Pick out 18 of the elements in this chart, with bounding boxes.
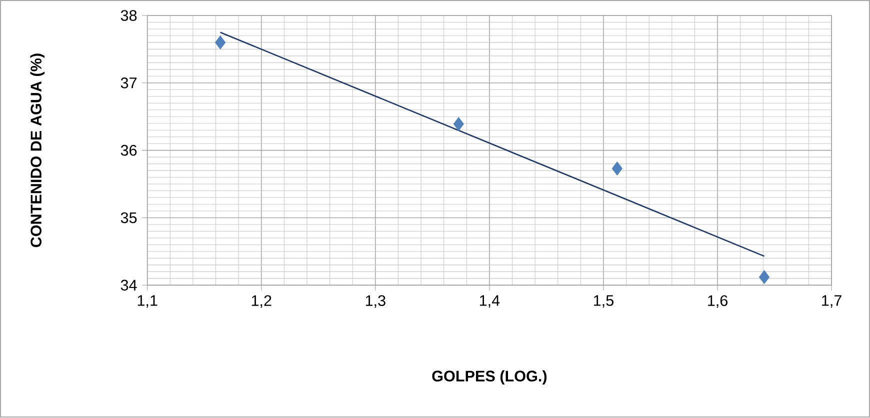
y-tick-label: 35 [120,212,137,224]
x-tick-label: 1,2 [252,295,272,308]
point [453,117,464,132]
y-axis-title: CONTENIDO DE AGUA (%) [30,54,45,248]
x-tick-label: 1,4 [480,295,500,308]
x-axis-title: GOLPES (LOG.) [432,370,547,385]
y-tick-label: 38 [120,10,137,22]
point [215,36,226,50]
x-tick-label: 1,7 [822,295,842,308]
y-tick-label: 34 [120,280,137,291]
y-tick-label: 36 [120,145,137,156]
x-tick-label: 1,3 [366,295,386,308]
point [759,270,770,284]
x-tick-label: 1,5 [594,295,614,308]
point [612,162,622,176]
x-tick-label: 1,1 [138,295,158,308]
y-tick-label: 37 [120,78,137,89]
x-tick-label: 1,6 [708,295,728,308]
